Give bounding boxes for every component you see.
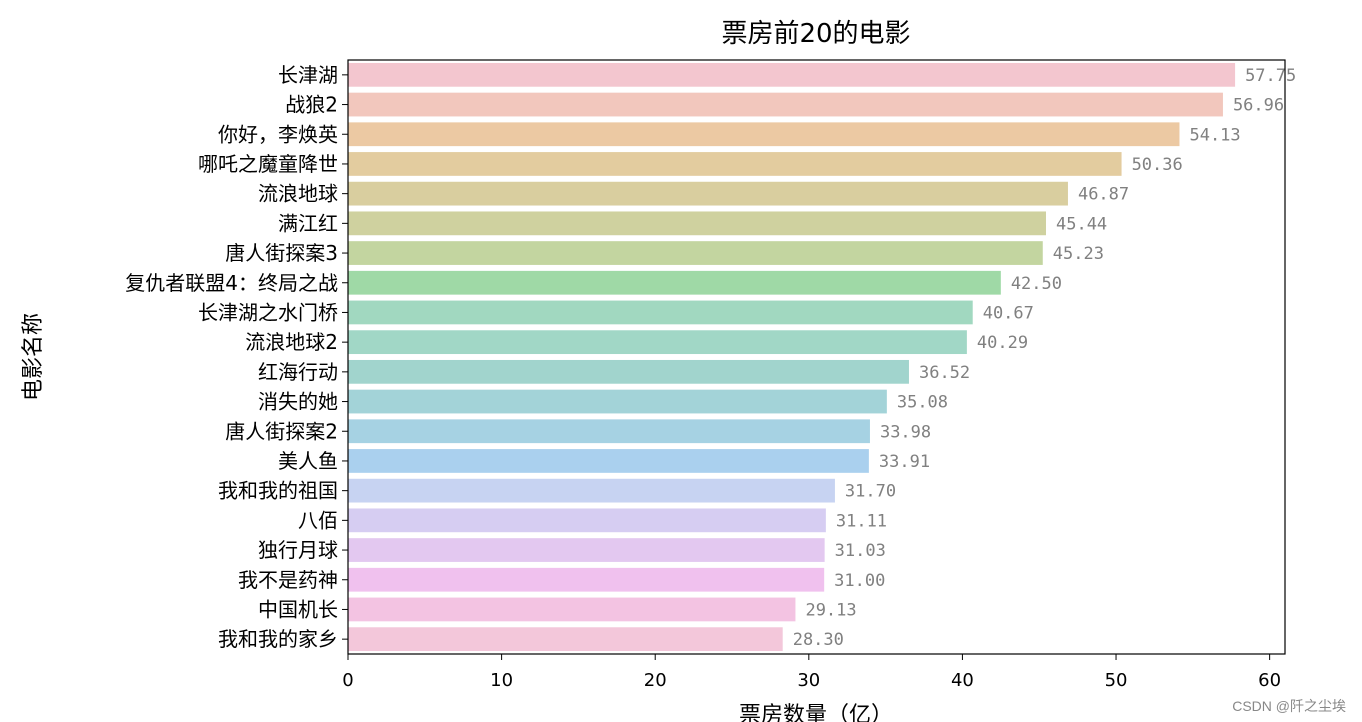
chart-title: 票房前20的电影 (721, 19, 910, 49)
x-tick-label: 10 (490, 670, 513, 691)
bar-value-label: 56.96 (1233, 96, 1284, 116)
y-tick-label: 流浪地球2 (245, 330, 338, 354)
bar-value-label: 29.13 (805, 600, 856, 620)
bar-value-label: 45.23 (1053, 244, 1104, 264)
bar-value-label: 33.98 (880, 422, 931, 442)
bar-value-label: 40.29 (977, 333, 1028, 353)
y-tick-label: 复仇者联盟4：终局之战 (125, 271, 338, 295)
y-tick-label: 美人鱼 (278, 449, 338, 473)
bar (348, 241, 1043, 265)
y-tick-label: 满江红 (278, 211, 338, 235)
bar (348, 92, 1223, 117)
y-tick-label: 红海行动 (258, 360, 338, 384)
bar-value-label: 31.00 (834, 571, 885, 591)
bar (348, 152, 1122, 176)
bar (348, 270, 1001, 295)
y-tick-label: 流浪地球 (258, 182, 338, 206)
bar (348, 211, 1046, 236)
bar (348, 330, 967, 355)
bar (348, 389, 887, 414)
plot-frame (347, 59, 1286, 655)
y-tick-label: 唐人街探案2 (225, 419, 338, 443)
x-axis-title: 票房数量（亿） (739, 703, 893, 722)
y-tick-label: 你好，李焕英 (218, 122, 338, 146)
bar (348, 122, 1180, 147)
y-tick-label: 长津湖之水门桥 (198, 300, 338, 324)
bar (348, 300, 973, 325)
y-tick-label: 唐人街探案3 (225, 241, 338, 265)
y-tick-label: 长津湖 (278, 63, 338, 87)
bar (348, 508, 826, 533)
bars-group (348, 62, 1236, 652)
x-tick-label: 0 (342, 670, 353, 691)
x-tick-label: 50 (1105, 670, 1128, 691)
bar-value-label: 35.08 (897, 393, 948, 413)
y-tick-label: 消失的她 (258, 390, 338, 414)
bar-value-label: 46.87 (1078, 185, 1129, 205)
x-axis-ticks-group: 0 10 20 30 40 50 60 (342, 654, 1281, 691)
x-tick-label: 60 (1258, 670, 1281, 691)
y-tick-label: 哪吒之魔童降世 (198, 152, 338, 176)
bar-value-label: 42.50 (1011, 274, 1062, 294)
bar-value-label: 31.03 (835, 541, 886, 561)
bar (348, 627, 783, 652)
bar (348, 62, 1236, 87)
bar (348, 597, 796, 622)
bar-value-label: 50.36 (1132, 155, 1183, 175)
bar-value-label: 40.67 (983, 303, 1034, 323)
bar (348, 359, 909, 384)
bar (348, 478, 835, 503)
y-tick-label: 八佰 (298, 508, 338, 532)
y-tick-label: 独行月球 (258, 538, 338, 562)
bar-value-label: 57.75 (1245, 66, 1296, 86)
y-tick-label: 我和我的祖国 (218, 479, 338, 503)
y-tick-label: 我不是药神 (238, 568, 338, 592)
bar-value-label: 36.52 (919, 363, 970, 383)
watermark: CSDN @阡之尘埃 (1232, 698, 1346, 714)
x-tick-label: 20 (644, 670, 667, 691)
bar (348, 419, 870, 444)
bar-value-label: 31.70 (845, 482, 896, 502)
bar-value-label: 31.11 (836, 511, 887, 531)
bar-value-label: 33.91 (879, 452, 930, 472)
y-tick-label: 我和我的家乡 (218, 627, 338, 651)
y-tick-label: 中国机长 (258, 597, 338, 621)
bar-value-label: 54.13 (1189, 125, 1240, 145)
bar (348, 567, 825, 592)
bar-value-label: 28.30 (793, 630, 844, 650)
bar (348, 538, 825, 562)
y-axis-title: 电影名称 (21, 313, 46, 401)
y-tick-label: 战狼2 (285, 93, 338, 117)
x-tick-label: 40 (951, 670, 974, 691)
bar (348, 449, 869, 473)
bar (348, 181, 1068, 206)
bar-value-label: 45.44 (1056, 214, 1107, 234)
x-tick-label: 30 (797, 670, 820, 691)
